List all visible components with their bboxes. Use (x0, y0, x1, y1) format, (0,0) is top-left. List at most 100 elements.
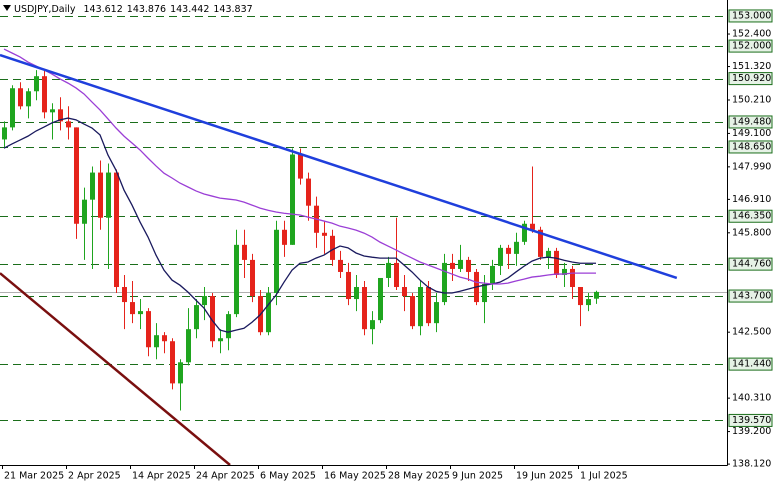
level-label-box (728, 39, 773, 53)
candle-body (498, 247, 503, 266)
candle-body (522, 223, 527, 242)
candle-body (370, 320, 375, 330)
candle-body (34, 76, 39, 92)
candle-body (82, 199, 87, 224)
candle-body (146, 311, 151, 348)
y-tick-label: 140.310 (732, 393, 771, 404)
candle-body (546, 250, 551, 257)
candle-body (570, 268, 575, 288)
level-label: 148.650 (732, 141, 771, 152)
candle-body (178, 362, 183, 384)
level-label: 152.000 (732, 41, 771, 52)
y-tick-label: 150.210 (732, 94, 771, 105)
y-tick-label: 146.910 (732, 194, 771, 205)
level-label: 146.350 (732, 211, 771, 222)
candle-body (98, 172, 103, 218)
candle-body (346, 271, 351, 300)
x-tick-label: 28 May 2025 (388, 471, 450, 482)
x-tick-label: 6 May 2025 (260, 471, 316, 482)
level-label-box (728, 413, 773, 427)
candle-body (170, 341, 175, 384)
candle-body (466, 259, 471, 272)
candle-body (66, 121, 71, 128)
moving-average-line (3, 117, 596, 333)
level-label-box (728, 9, 773, 23)
candle-body (426, 287, 431, 324)
candle-body (434, 302, 439, 324)
level-label: 153.000 (732, 10, 771, 21)
chart-header: USDJPY,Daily 143.612 143.876 143.442 143.837 (14, 4, 253, 15)
high-value: 143.876 (127, 4, 166, 15)
candle-body (506, 247, 511, 254)
level-label: 150.920 (732, 73, 771, 84)
candle-body (274, 229, 279, 294)
low-value: 143.442 (170, 4, 209, 15)
y-tick-label: 139.200 (732, 426, 771, 437)
candle-body (330, 235, 335, 260)
x-tick-label: 1 Jul 2025 (580, 471, 628, 482)
y-tick-label: 152.400 (732, 29, 771, 40)
candle-body (354, 287, 359, 300)
level-label-box (728, 209, 773, 223)
y-tick-label: 145.800 (732, 227, 771, 238)
candle-body (594, 291, 599, 299)
candle-body (322, 232, 327, 236)
close-value: 143.837 (213, 4, 252, 15)
candle-body (482, 283, 487, 303)
candle-body (10, 88, 15, 128)
candle-body (410, 296, 415, 327)
candle-body (162, 335, 167, 342)
level-label-box (728, 257, 773, 271)
candle-body (234, 244, 239, 315)
candle-body (202, 296, 207, 306)
level-label-box (728, 72, 773, 86)
candle-body (106, 172, 111, 218)
y-tick-label: 149.100 (732, 128, 771, 139)
candle-body (530, 223, 535, 230)
candle-body (402, 287, 407, 297)
candle-body (394, 262, 399, 288)
trendline (0, 272, 231, 465)
candle-body (154, 335, 159, 348)
candle-body (362, 287, 367, 330)
candle-body (490, 265, 495, 284)
candle-body (130, 302, 135, 315)
candle-body (226, 314, 231, 339)
candle-body (90, 172, 95, 200)
candle-body (242, 244, 247, 260)
candle-body (378, 277, 383, 321)
candle-body (122, 287, 127, 303)
menu-icon[interactable] (3, 5, 11, 11)
candle-body (562, 268, 567, 275)
candle-body (554, 250, 559, 275)
candle-body (578, 287, 583, 306)
moving-average-line (3, 48, 596, 285)
candle-body (114, 172, 119, 288)
x-tick-label: 14 Apr 2025 (132, 471, 191, 482)
level-label-box (728, 115, 773, 129)
level-label: 141.440 (732, 359, 771, 370)
candle-body (186, 329, 191, 363)
candle-body (586, 299, 591, 306)
candle-body (194, 305, 199, 330)
candle-body (418, 287, 423, 327)
x-tick-label: 16 May 2025 (324, 471, 386, 482)
level-label: 144.760 (732, 259, 771, 270)
y-tick-label: 147.990 (732, 161, 771, 172)
level-label-box (728, 289, 773, 303)
open-value: 143.612 (83, 4, 122, 15)
candle-body (42, 76, 47, 113)
candle-body (386, 262, 391, 278)
x-tick-label: 2 Apr 2025 (68, 471, 121, 482)
level-label: 139.570 (732, 415, 771, 426)
candle-body (250, 259, 255, 297)
candle-body (58, 109, 63, 122)
candle-body (74, 127, 79, 224)
y-tick-label: 142.500 (732, 327, 771, 338)
candle-body (514, 241, 519, 254)
candle-body (282, 229, 287, 245)
x-tick-label: 9 Jun 2025 (452, 471, 503, 482)
candle-body (298, 154, 303, 179)
candle-body (538, 229, 543, 257)
y-tick-label: 151.320 (732, 61, 771, 72)
